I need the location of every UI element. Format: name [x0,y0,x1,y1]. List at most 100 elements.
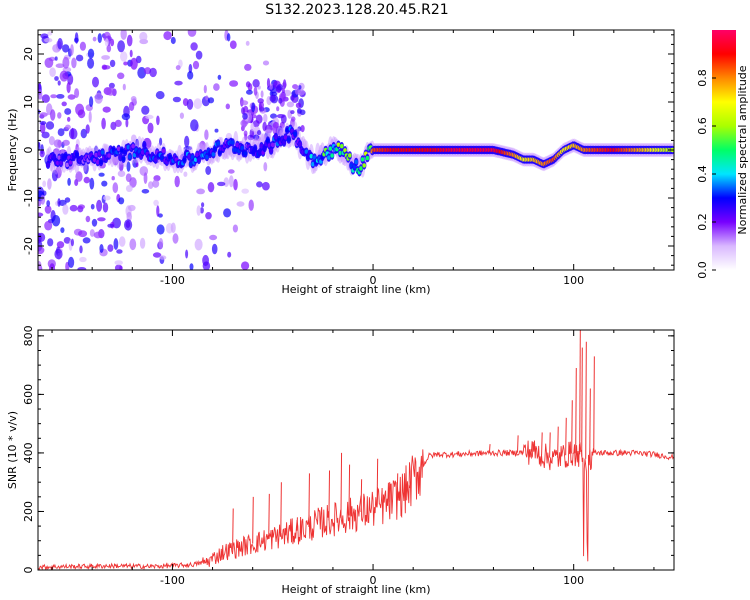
spectrogram-noise-blob [91,218,98,227]
spectrogram-noise-blob [74,37,79,43]
spectrogram-noise-blob [297,89,306,96]
spectrogram-noise-blob [217,181,226,187]
spectrogram-noise-blob [38,246,45,255]
spectrogram-noise-blob [49,67,56,77]
spectrogram-noise-blob [44,37,53,43]
spectrogram-noise-blob [227,169,235,174]
spectrogram-noise-blob [179,112,184,119]
spectrogram-noise-blob [98,172,105,177]
spectrogram-noise-blob [250,123,255,131]
spectrogram-noise-blob [60,227,65,234]
spectrogram-noise-blob [172,233,179,244]
spectrogram-noise-blob [240,100,249,106]
spectrogram-noise-blob [92,76,99,88]
spectrogram-noise-blob [129,49,133,58]
spectrogram-ridge-core [359,166,363,171]
spectrogram-noise-blob [103,31,111,43]
spectrogram-noise-blob [282,79,287,90]
spectrogram-noise-blob [245,81,251,88]
spectrogram-noise-blob [266,78,271,88]
spectrogram-noise-blob [62,56,70,69]
snr-spike [408,485,411,489]
spectrogram-ridge-core [57,155,62,160]
spectrogram-noise-blob [68,256,75,268]
spectrogram-noise-blob [126,161,131,172]
colorbar-tick-label: 0.2 [696,213,709,231]
spectrogram-noise-blob [157,213,163,218]
spectrogram-noise-blob [299,109,306,116]
spectrogram-noise-blob [194,238,203,251]
spectrogram-noise-blob [38,232,42,244]
spectrogram-noise-blob [67,94,76,100]
spectrogram-noise-blob [229,80,239,87]
colorbar-gradient [712,30,736,270]
spectrogram-ridge-core [243,151,248,156]
spectrogram-noise-blob [225,103,230,110]
spectrogram-ridge-core [55,160,60,166]
spectrogram-noise-blob [214,128,219,133]
spectrogram-noise-blob [217,74,222,80]
spectrogram-ridge-core [182,157,187,162]
spectrogram-ridge-core [99,160,103,165]
spectrogram-noise-blob [245,40,250,46]
spectrogram-noise-blob [257,130,262,136]
spectrogram-noise-blob [121,113,131,121]
spectrogram-ridge-core [240,145,244,151]
spectrogram-noise-blob [75,54,84,62]
spectrogram-noise-blob [223,208,232,218]
spectrogram-ridge-core [336,142,341,147]
spectrogram-noise-blob [207,182,215,193]
spectrogram-noise-blob [126,34,133,47]
spectrogram-noise-blob [190,119,199,132]
spectrogram-noise-blob [120,51,128,62]
spectrogram-noise-blob [61,44,70,53]
figure-title: S132.2023.128.20.45.R21 [265,2,448,18]
spectrogram-noise-blob [185,249,189,259]
spectrogram-ridge-core [211,152,216,157]
spectrogram-noise-blob [286,101,295,108]
spectrogram-ridge-core [59,160,63,166]
spectrogram-noise-blob [196,205,201,216]
spectrogram-ridge-core [75,152,79,157]
spectrogram-noise-blob [129,177,137,188]
spectrogram-noise-blob [131,134,137,143]
spectrogram-noise-blob [246,89,253,95]
spectrogram-noise-blob [159,137,163,146]
spectrogram-noise-blob [236,201,245,207]
spectrogram-noise-blob [104,38,109,47]
spectrogram-noise-blob [295,102,302,109]
x-tick-label: 100 [563,574,584,587]
spectrogram-noise-blob [101,117,106,130]
spectrogram-noise-blob [78,230,88,238]
spectrogram-noise-blob [57,128,65,137]
spectrogram-noise-blob [188,63,193,74]
spectrogram-noise-blob [183,171,188,177]
snr-y-axis-label: SNR (10 * v/v) [6,411,19,489]
spectrogram-noise-blob [158,238,164,249]
spectrogram-noise-blob [223,177,230,188]
spectrogram-noise-blob [40,194,46,205]
spectrogram-noise-blob [64,108,72,115]
spectrogram-noise-blob [117,40,125,53]
spectrogram-noise-blob [79,256,87,263]
spectrogram-noise-blob [88,111,92,123]
spectrogram-noise-blob [253,86,258,96]
spectrogram-noise-blob [118,236,126,247]
spectrogram-noise-blob [44,57,54,68]
spectrogram-noise-blob [50,109,56,121]
spectrogram-noise-blob [75,171,83,182]
spectrogram-ridge-core [142,142,147,148]
spectrogram-ridge-core [298,142,302,147]
spectrogram-noise-blob [54,56,58,61]
spectrogram-noise-blob [175,65,181,71]
spectrogram-noise-blob [113,238,119,250]
spectrogram-ridge-core [118,155,123,160]
spectrogram-ridge-core [327,155,331,160]
spectrogram-noise-blob [184,135,190,148]
spectrogram-noise-blob [264,129,273,134]
spectrogram-noise-blob [156,224,165,235]
spectrogram-noise-blob [209,234,218,241]
spectrogram-noise-blob [51,169,58,182]
snr-spike [340,452,343,518]
